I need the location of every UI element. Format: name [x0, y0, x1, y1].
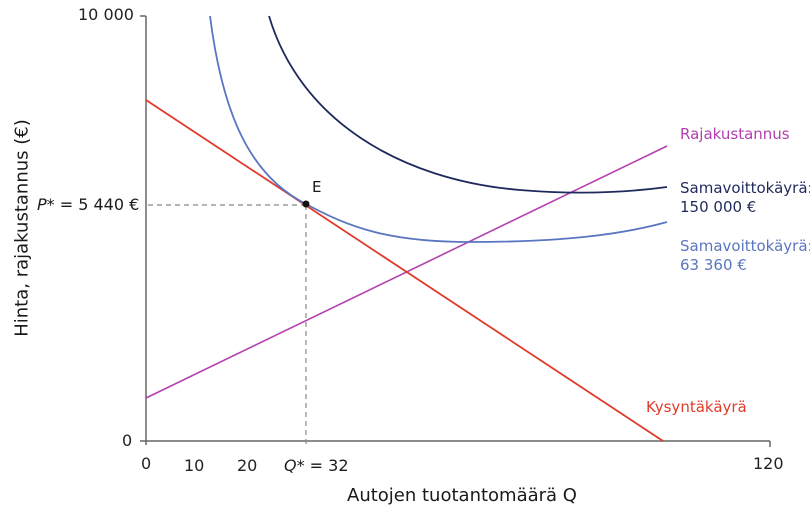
q-star-symbol: Q — [284, 456, 297, 475]
y-tick-0: 0 — [122, 431, 133, 450]
isoprofit-63360-label-line2: 63 360 € — [680, 256, 747, 274]
q-star-label: Q* = 32 — [284, 457, 349, 475]
x-tick-120: 120 — [753, 454, 784, 473]
isoprofit-curve-150000 — [268, 15, 668, 194]
isoprofit-curve-63360 — [209, 15, 668, 243]
equilibrium-point-e — [302, 200, 310, 208]
p-star-label: P* = 5 440 € — [37, 196, 139, 214]
y-tick-10000: 10 000 — [78, 5, 134, 24]
demand-label: Kysyntäkäyrä — [646, 398, 747, 416]
p-star-symbol: P — [37, 195, 47, 214]
marginal-cost-label: Rajakustannus — [680, 125, 790, 143]
p-star-value: * = 5 440 € — [46, 195, 140, 214]
point-e-label: E — [312, 178, 322, 196]
isoprofit-63360-label-line1: Samavoittokäyrä: — [680, 237, 810, 255]
x-tick-20: 20 — [237, 456, 258, 475]
isoprofit-150000-label-line2: 150 000 € — [680, 198, 757, 216]
x-tick-0: 0 — [141, 454, 152, 473]
isoprofit-150000-label-line1: Samavoittokäyrä: — [680, 179, 810, 197]
y-axis-title: Hinta, rajakustannus (€) — [11, 119, 33, 337]
x-tick-10: 10 — [184, 456, 205, 475]
x-axis-title: Autojen tuotantomäärä Q — [347, 485, 577, 506]
demand-line — [145, 99, 664, 442]
q-star-value: * = 32 — [296, 456, 349, 475]
